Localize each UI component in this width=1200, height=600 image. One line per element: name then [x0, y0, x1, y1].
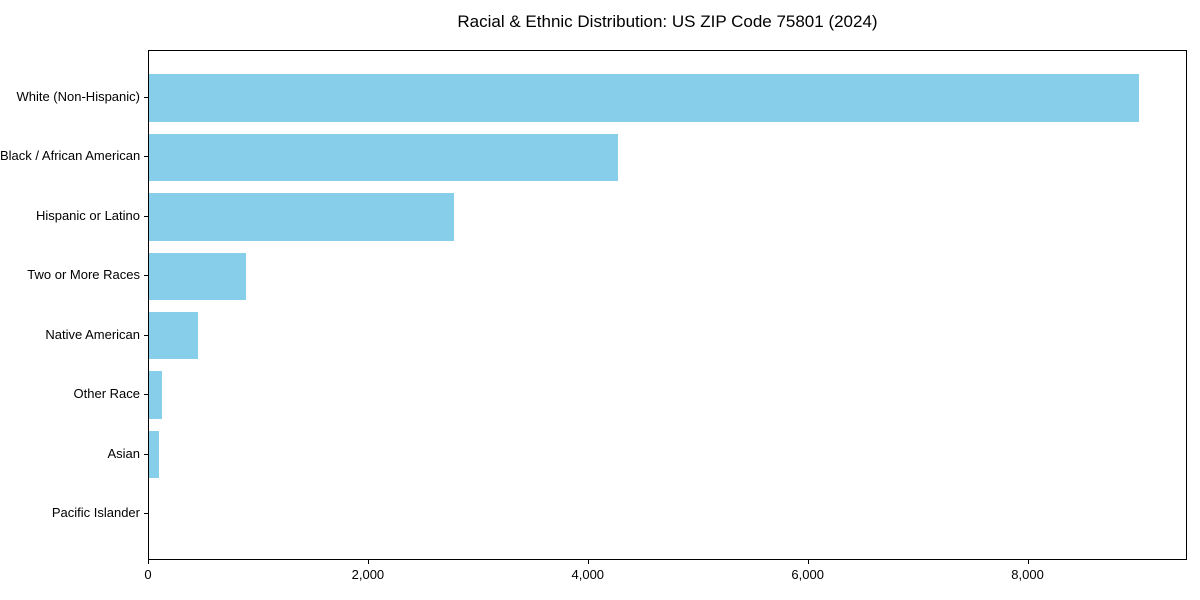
plot-area	[148, 50, 1187, 560]
bar-hispanic-or-latino	[149, 193, 454, 241]
y-tick-mark	[144, 275, 148, 277]
x-tick-mark	[148, 560, 149, 564]
y-tick-mark	[144, 453, 148, 455]
bar-asian	[149, 430, 159, 479]
y-tick-label-asian: Asian	[107, 445, 140, 461]
y-tick-mark	[144, 215, 148, 217]
x-tick-label-8000: 8,000	[1011, 567, 1044, 582]
bar-two-or-more-races	[149, 252, 246, 301]
bar-white-non-hispanic	[149, 74, 1139, 122]
x-tick-mark	[1027, 560, 1029, 564]
x-tick-label-0: 0	[144, 567, 152, 582]
x-tick-mark	[587, 560, 589, 564]
x-tick-label-4000: 4,000	[571, 567, 605, 582]
chart-title: Racial & Ethnic Distribution: US ZIP Cod…	[457, 12, 878, 31]
y-tick-mark	[144, 513, 148, 515]
bar-native-american	[149, 311, 199, 360]
x-tick-label-2000: 2,000	[351, 567, 385, 582]
y-tick-mark	[144, 394, 148, 396]
y-tick-label-white-non-hispanic: White (Non-Hispanic)	[16, 88, 140, 104]
y-tick-label-hispanic-or-latino: Hispanic or Latino	[35, 207, 140, 223]
y-tick-mark	[144, 96, 148, 98]
y-tick-mark	[144, 334, 148, 336]
bar-black-african-american	[149, 133, 619, 182]
x-tick-label-6000: 6,000	[791, 567, 824, 582]
bar-other-race	[149, 371, 163, 419]
y-tick-mark	[144, 156, 148, 158]
x-tick-mark	[367, 560, 369, 564]
x-tick-mark	[807, 560, 809, 564]
y-tick-label-native-american: Native American	[45, 326, 140, 342]
y-tick-label-two-or-more-races: Two or More Races	[27, 267, 140, 283]
y-tick-label-black-african-american: Black / African American	[0, 148, 141, 164]
y-tick-label-other-race: Other Race	[73, 386, 140, 402]
y-tick-label-pacific-islander: Pacific Islander	[51, 505, 140, 521]
